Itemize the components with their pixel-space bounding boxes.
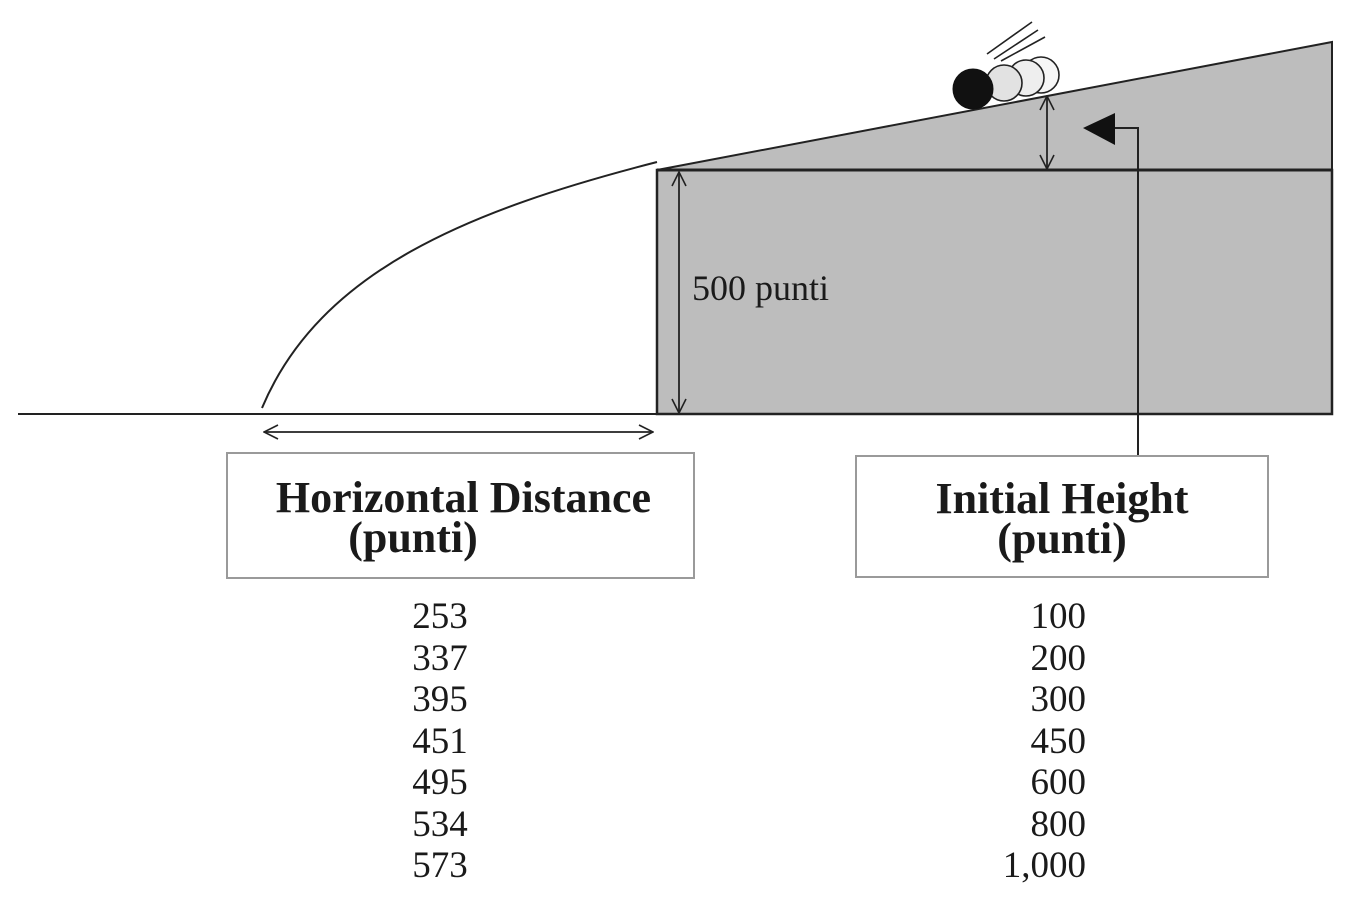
horizontal-distance-header: Horizontal Distance (punti)	[226, 452, 695, 579]
pointer-triangle-icon	[1083, 113, 1115, 145]
horizontal-distance-title: Horizontal Distance	[275, 473, 652, 522]
distance-value: 534	[412, 803, 468, 845]
ball-icon	[952, 21, 1060, 110]
height-value: 1,000	[1002, 845, 1086, 886]
pointer-line	[1108, 127, 1139, 455]
distance-value: 451	[412, 720, 468, 762]
height-value: 800	[1030, 803, 1087, 845]
table-height-label: 500 punti	[692, 268, 830, 308]
ramp-wedge	[656, 40, 1333, 171]
distance-value: 495	[412, 762, 468, 803]
horizontal-distance-column: 253 337 395 451 495 534 573	[380, 596, 500, 887]
distance-value: 395	[412, 679, 468, 720]
distance-value: 253	[412, 596, 468, 637]
table-block	[655, 168, 1334, 416]
initial-height-unit: (punti)	[997, 514, 1127, 563]
initial-height-column: 100 200 300 450 600 800 1,000	[960, 596, 1086, 887]
initial-height-title: Initial Height	[935, 474, 1189, 523]
height-value: 450	[1030, 720, 1087, 762]
trajectory-curve	[261, 161, 658, 409]
height-value: 100	[1030, 596, 1087, 637]
initial-height-header: Initial Height (punti)	[855, 455, 1269, 578]
horizontal-distance-unit: (punti)	[348, 513, 478, 562]
distance-value: 337	[412, 637, 468, 679]
height-value: 300	[1030, 679, 1087, 720]
distance-value: 573	[412, 845, 468, 886]
height-value: 200	[1030, 637, 1087, 679]
height-value: 600	[1030, 762, 1087, 803]
